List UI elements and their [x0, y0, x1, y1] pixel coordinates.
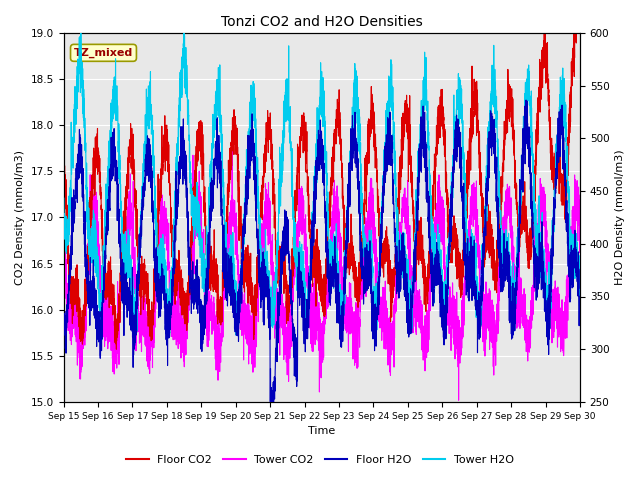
Tower CO2	[455, 397, 463, 403]
Tower H2O	[576, 280, 584, 286]
Floor H2O	[522, 97, 530, 103]
Tower H2O	[60, 224, 67, 230]
Line: Floor CO2: Floor CO2	[63, 33, 580, 349]
Floor H2O	[60, 330, 67, 336]
Floor H2O	[152, 256, 160, 262]
Tower CO2	[303, 255, 310, 261]
Tower H2O	[77, 30, 84, 36]
Tower CO2	[409, 293, 417, 299]
Floor CO2	[409, 211, 417, 216]
Line: Floor H2O: Floor H2O	[63, 100, 580, 402]
Tower CO2	[576, 247, 584, 252]
Tower CO2	[437, 200, 445, 205]
Floor CO2	[467, 106, 474, 111]
Floor CO2	[575, 30, 583, 36]
Floor CO2	[540, 30, 548, 36]
Floor H2O	[437, 273, 445, 278]
Floor CO2	[303, 138, 310, 144]
Floor H2O	[409, 282, 417, 288]
Floor H2O	[576, 319, 584, 325]
Tower H2O	[303, 329, 310, 335]
Tower H2O	[467, 260, 474, 265]
Floor CO2	[152, 253, 160, 259]
Text: TZ_mixed: TZ_mixed	[74, 48, 133, 58]
Floor H2O	[266, 399, 274, 405]
Tower H2O	[338, 337, 346, 343]
Floor CO2	[60, 151, 67, 157]
Floor CO2	[576, 30, 584, 36]
Tower H2O	[438, 257, 445, 263]
Tower CO2	[467, 195, 474, 201]
Floor H2O	[575, 293, 583, 299]
Tower CO2	[152, 254, 160, 260]
Tower CO2	[228, 144, 236, 149]
X-axis label: Time: Time	[308, 426, 335, 436]
Tower H2O	[152, 235, 160, 241]
Floor H2O	[303, 316, 310, 322]
Floor H2O	[467, 258, 474, 264]
Tower CO2	[60, 215, 67, 220]
Tower CO2	[575, 204, 583, 209]
Floor CO2	[437, 98, 445, 104]
Title: Tonzi CO2 and H2O Densities: Tonzi CO2 and H2O Densities	[221, 15, 422, 29]
Y-axis label: H2O Density (mmol/m3): H2O Density (mmol/m3)	[615, 150, 625, 285]
Line: Tower H2O: Tower H2O	[63, 33, 580, 340]
Legend: Floor CO2, Tower CO2, Floor H2O, Tower H2O: Floor CO2, Tower CO2, Floor H2O, Tower H…	[122, 451, 518, 469]
Tower H2O	[409, 274, 417, 279]
Tower H2O	[575, 303, 583, 309]
Y-axis label: CO2 Density (mmol/m3): CO2 Density (mmol/m3)	[15, 150, 25, 285]
Line: Tower CO2: Tower CO2	[63, 146, 580, 400]
Floor CO2	[113, 347, 120, 352]
